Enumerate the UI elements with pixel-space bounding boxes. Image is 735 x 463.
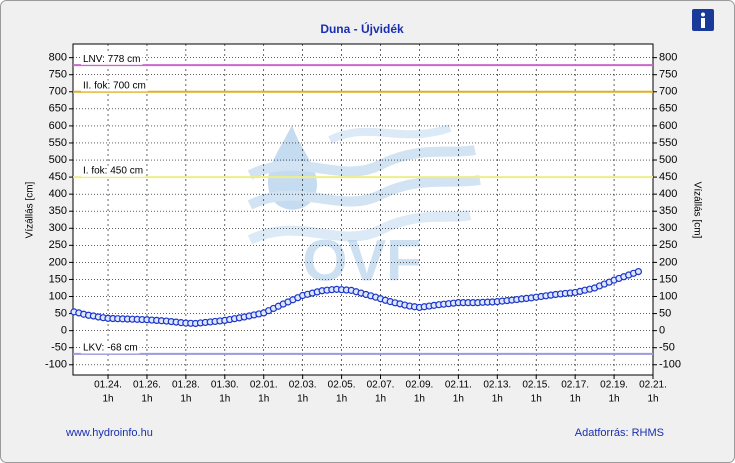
y-tick-label: 400 [49,188,67,200]
x-tick-label: 02.05. [328,380,356,391]
y-tick-label: 700 [49,86,67,98]
y2-tick-label: 650 [659,103,677,115]
x-tick-hour: 1h [297,394,308,405]
watermark: OVF [302,228,421,293]
footer-link[interactable]: www.hydroinfo.hu [65,427,153,439]
y-tick-label: 350 [49,205,67,217]
data-point [634,268,643,276]
threshold-label-bg [81,342,140,354]
y-tick-label: 800 [49,52,67,64]
x-tick-label: 01.28. [172,380,200,391]
y-tick-label: -100 [45,359,67,371]
x-tick-hour: 1h [492,394,503,405]
y2-axis-label: Vízállás [cm] [691,182,702,239]
x-tick-hour: 1h [141,394,152,405]
y2-tick-label: -100 [659,359,681,371]
threshold-label-bg [81,80,148,92]
x-tick-label: 02.15. [522,380,550,391]
y-tick-label: -50 [51,342,67,354]
x-tick-hour: 1h [609,394,620,405]
y-tick-label: 150 [49,273,67,285]
threshold-label: II. fok: 700 cm [83,80,146,91]
y-tick-label: 550 [49,137,67,149]
y2-tick-label: 100 [659,290,677,302]
y2-tick-label: 500 [659,154,677,166]
x-tick-hour: 1h [336,394,347,405]
y-tick-label: 50 [55,307,67,319]
x-tick-label: 02.11. [445,380,472,391]
y-tick-label: 600 [49,120,67,132]
x-tick-label: 02.07. [367,380,395,391]
chart-title: Duna - Újvidék [320,21,404,36]
x-tick-label: 02.09. [406,380,434,391]
y-tick-label: 250 [49,239,67,251]
x-tick-hour: 1h [414,394,425,405]
x-tick-label: 02.19. [600,380,628,391]
x-tick-label: 01.30. [211,380,239,391]
threshold-label: LNV: 778 cm [83,54,140,65]
x-tick-label: 02.03. [289,380,317,391]
y-tick-label: 0 [61,325,67,337]
threshold-label-bg [81,53,143,65]
y2-tick-label: 800 [659,52,677,64]
threshold-label: I. fok: 450 cm [83,166,143,177]
x-tick-hour: 1h [219,394,230,405]
y-axis-label: Vízállás [cm] [25,181,36,238]
plot-area [72,43,654,376]
x-tick-hour: 1h [258,394,269,405]
y-tick-label: 450 [49,171,67,183]
y-tick-label: 200 [49,256,67,268]
x-tick-label: 02.13. [483,380,511,391]
footer-source: Adatforrás: RHMS [575,427,664,439]
x-tick-label: 02.21. [639,380,667,391]
y-tick-label: 750 [49,69,67,81]
y2-tick-label: 150 [659,273,677,285]
y2-tick-label: 600 [659,120,677,132]
x-tick-label: 02.17. [561,380,589,391]
x-tick-hour: 1h [180,394,191,405]
x-tick-hour: 1h [102,394,113,405]
y2-tick-label: 350 [659,205,677,217]
threshold-label: LKV: -68 cm [83,342,138,353]
y2-tick-label: 700 [659,86,677,98]
x-tick-hour: 1h [375,394,386,405]
y2-tick-label: 50 [659,307,671,319]
y-tick-label: 500 [49,154,67,166]
y2-tick-label: 200 [659,256,677,268]
x-tick-label: 02.01. [250,380,278,391]
y2-tick-label: 250 [659,239,677,251]
y2-tick-label: 300 [659,222,677,234]
y-tick-label: 650 [49,103,67,115]
x-tick-hour: 1h [453,394,464,405]
threshold-label-bg [81,165,146,177]
y2-tick-label: 400 [659,188,677,200]
y2-tick-label: -50 [659,342,675,354]
y-tick-label: 100 [49,290,67,302]
watermark-logo [247,124,481,245]
y2-tick-label: 0 [659,325,665,337]
x-tick-hour: 1h [647,394,658,405]
y-tick-label: 300 [49,222,67,234]
y2-tick-label: 450 [659,171,677,183]
y2-tick-label: 750 [659,69,677,81]
x-tick-hour: 1h [531,394,542,405]
x-tick-label: 01.26. [133,380,161,391]
y2-tick-label: 550 [659,137,677,149]
x-tick-label: 01.24. [94,380,122,391]
x-tick-hour: 1h [570,394,581,405]
info-button[interactable] [692,9,714,31]
